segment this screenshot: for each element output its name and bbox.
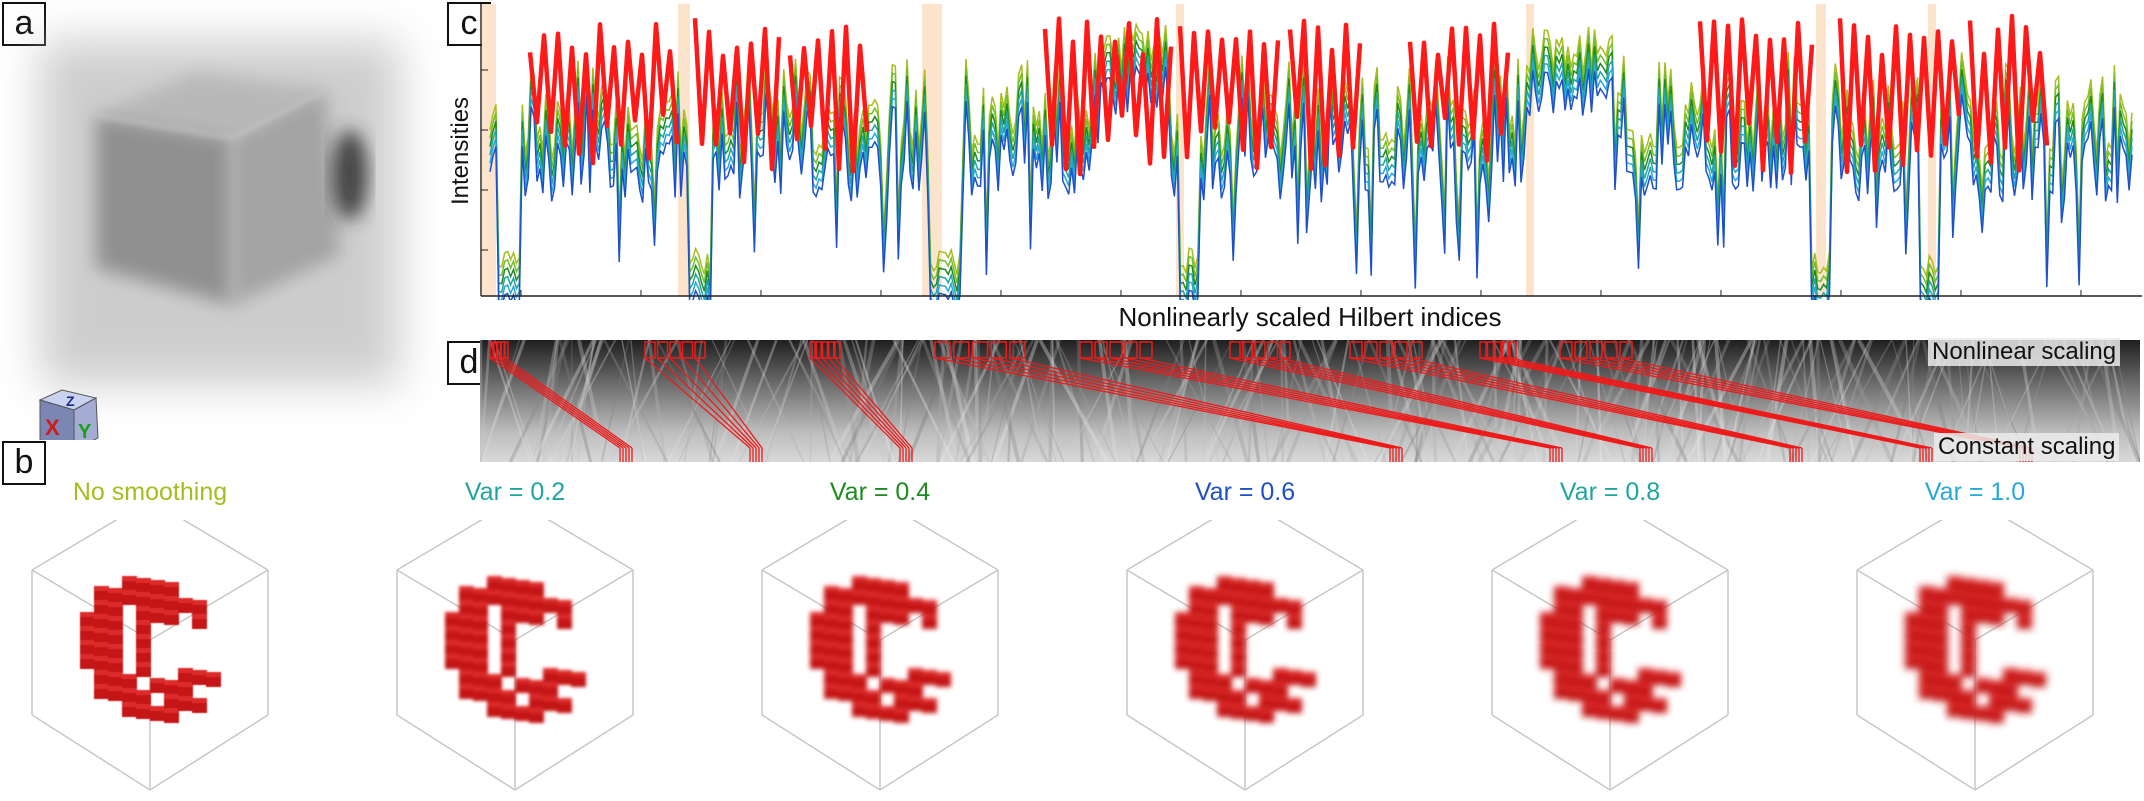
highlight-band (482, 4, 496, 296)
voxel-render-4 (1491, 520, 1729, 791)
highlighted-segment (1697, 17, 1815, 176)
smoothing-label-5: Var = 1.0 (1924, 478, 2026, 506)
constant-scaling-label: Constant scaling (1934, 433, 2120, 461)
orientation-cube-icon[interactable]: Z X Y (38, 389, 99, 440)
highlight-band (922, 4, 942, 296)
axis-z-label: Z (66, 393, 75, 409)
volume-render-view[interactable]: Z X Y (0, 0, 440, 440)
cube-shadow-edge (332, 130, 368, 220)
cube-left-face (96, 115, 232, 305)
voxel-render-1 (396, 520, 634, 791)
highlighted-segment (692, 18, 782, 172)
hilbert-scaling-strip[interactable] (480, 340, 2140, 462)
highlighted-segment (1042, 16, 1174, 177)
voxel-render-0 (31, 520, 269, 791)
x-axis-label: Nonlinearly scaled Hilbert indices (1118, 302, 1502, 332)
smoothing-label-2: Var = 0.4 (829, 478, 931, 506)
highlighted-segment (527, 21, 680, 166)
voxel-render-3 (1126, 520, 1364, 791)
highlight-band (1816, 4, 1826, 296)
smoothing-label-4: Var = 0.8 (1559, 478, 1661, 506)
highlight-band (1526, 4, 1534, 296)
panel-label-b: b (2, 441, 46, 485)
highlight-band (1176, 4, 1184, 296)
voxel-render-2 (761, 520, 999, 791)
highlighted-segment (787, 24, 870, 174)
smoothing-label-0: No smoothing (72, 478, 228, 506)
intensity-series-line (489, 63, 2133, 300)
highlighted-segment (1837, 18, 1962, 175)
highlighted-segment (1967, 13, 2050, 173)
smoothing-label-1: Var = 0.2 (464, 478, 566, 506)
voxel-renderings (31, 520, 2094, 791)
nonlinear-scaling-label: Nonlinear scaling (1928, 338, 2121, 366)
highlighted-mapping (489, 341, 2033, 462)
cube-top-face (96, 73, 325, 138)
highlighted-segments (527, 13, 2050, 177)
smoothing-label-3: Var = 0.6 (1194, 478, 1296, 506)
highlighted-segment (1287, 18, 1363, 172)
axis-y-label: Y (78, 421, 92, 440)
highlighted-segment (1177, 26, 1281, 171)
panel-label-a: a (2, 2, 46, 46)
axis-x-label: X (45, 415, 60, 440)
plot-frame (480, 4, 2142, 297)
intensity-plot[interactable] (470, 0, 2144, 300)
highlighted-segment (1407, 21, 1511, 163)
cube-right-face (232, 90, 340, 305)
voxel-render-5 (1856, 520, 2094, 791)
